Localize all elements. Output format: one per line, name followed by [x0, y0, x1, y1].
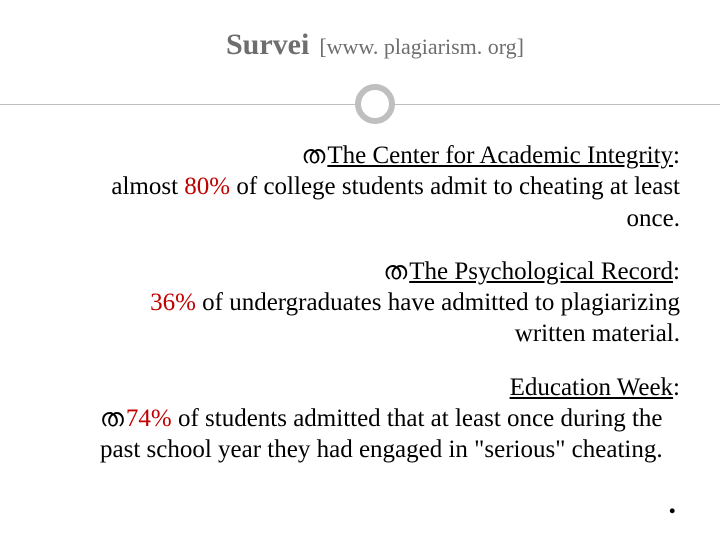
title-row: Survei [www. plagiarism. org] — [70, 28, 680, 62]
block-3-highlight: 74% — [126, 405, 172, 432]
block-2-body-post: of undergraduates have admitted to plagi… — [196, 289, 680, 347]
block-1-heading: The Center for Academic Integrity — [327, 142, 673, 169]
survey-block-2: തThe Psychological Record: 36% of underg… — [100, 256, 680, 350]
bullet-icon: ത — [100, 405, 124, 432]
block-2-heading-line: തThe Psychological Record: — [100, 256, 680, 287]
block-1-heading-line: തThe Center for Academic Integrity: — [100, 140, 680, 171]
block-1-heading-suffix: : — [673, 142, 680, 169]
block-1-body: almost 80% of college students admit to … — [100, 171, 680, 234]
block-2-heading: The Psychological Record — [409, 258, 673, 285]
block-1-body-post: of college students admit to cheating at… — [230, 173, 680, 231]
content: തThe Center for Academic Integrity: almo… — [70, 140, 680, 521]
block-3-heading-suffix: : — [673, 374, 680, 401]
title-main: Survei — [226, 28, 309, 62]
divider — [70, 80, 680, 130]
slide: Survei [www. plagiarism. org] തThe Cente… — [0, 0, 720, 540]
bullet-icon: ത — [383, 258, 407, 285]
block-2-body: 36% of undergraduates have admitted to p… — [100, 287, 680, 350]
block-3-heading-line: Education Week: — [100, 372, 680, 403]
block-3-body-post: of students admitted that at least once … — [100, 405, 663, 463]
block-1-highlight: 80% — [184, 173, 230, 200]
block-2-highlight: 36% — [150, 289, 196, 316]
bullet-icon: ത — [301, 142, 325, 169]
survey-block-1: തThe Center for Academic Integrity: almo… — [100, 140, 680, 234]
survey-block-3: Education Week: ത74% of students admitte… — [100, 372, 680, 466]
block-2-heading-suffix: : — [673, 258, 680, 285]
block-3-body: ത74% of students admitted that at least … — [100, 403, 680, 466]
block-3-heading: Education Week — [510, 374, 673, 401]
title-sub: [www. plagiarism. org] — [319, 34, 524, 60]
block-1-body-pre: almost — [111, 173, 184, 200]
divider-circle-icon — [355, 84, 395, 124]
footer-dot: . — [100, 487, 680, 521]
